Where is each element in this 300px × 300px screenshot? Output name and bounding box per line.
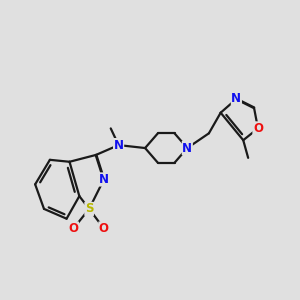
Text: O: O [253,122,263,135]
Text: O: O [99,222,109,235]
Text: O: O [68,222,78,235]
Text: S: S [85,202,93,215]
Text: N: N [231,92,242,106]
Text: N: N [114,139,124,152]
Text: N: N [182,142,192,154]
Text: N: N [99,173,109,186]
